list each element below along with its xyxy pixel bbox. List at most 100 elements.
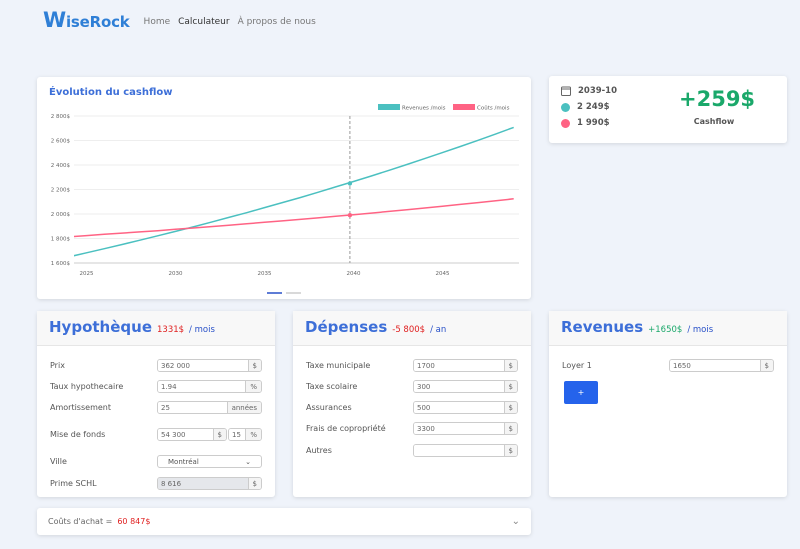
schl-suffix: $ <box>247 478 261 489</box>
mise-label: Mise de fonds <box>50 430 106 439</box>
chevron-down-icon[interactable]: ⌄ <box>511 516 520 527</box>
depenses-amount: -5 800$ <box>392 325 426 335</box>
revenues-panel: Revenues +1650$ / mois Loyer 1 1650 $ + <box>549 311 787 497</box>
depense-label: Autres <box>306 446 332 455</box>
ville-value: Montréal <box>168 457 199 466</box>
depense-row: Assurances 500 $ <box>306 401 518 414</box>
loyer-value[interactable]: 1650 <box>670 360 760 371</box>
x-tick-label: 2045 <box>435 271 449 277</box>
prix-value[interactable]: 362 000 <box>158 360 248 371</box>
loyer-input[interactable]: 1650 $ <box>669 359 774 372</box>
legend-label: Revenues /mois <box>402 106 446 112</box>
y-tick-label: 1 800$ <box>51 237 71 243</box>
logo[interactable]: WiseRock <box>43 8 130 32</box>
amort-suffix: années <box>226 402 261 413</box>
ville-select[interactable]: Montréal ⌄ <box>157 455 262 468</box>
y-tick-label: 2 400$ <box>51 163 71 169</box>
depense-suffix: $ <box>503 381 517 392</box>
hover-point <box>347 213 353 218</box>
couts-achat-accordion[interactable]: Coûts d'achat = 60 847$ ⌄ <box>37 508 531 535</box>
chart-card: Évolution du cashflow 1 600$ 1 800$ 2 000$… <box>37 77 531 299</box>
y-tick-label: 2 000$ <box>51 212 71 218</box>
prix-input[interactable]: 362 000 $ <box>157 359 262 372</box>
depense-input[interactable]: 500 $ <box>413 401 518 414</box>
depense-label: Taxe scolaire <box>306 382 358 391</box>
y-tick-label: 1 600$ <box>51 261 71 267</box>
schl-input: 8 616 $ <box>157 477 262 490</box>
revenue-dot-icon <box>561 102 570 112</box>
cashflow-date: 2039-10 <box>578 86 618 96</box>
schl-value: 8 616 <box>158 478 248 489</box>
depense-value[interactable] <box>414 445 504 456</box>
x-tick-label: 2035 <box>257 271 271 277</box>
depense-label: Frais de copropriété <box>306 424 386 433</box>
depense-row: Frais de copropriété 3300 $ <box>306 422 518 435</box>
add-loyer-button[interactable]: + <box>564 381 598 404</box>
legend-label: Coûts /mois <box>477 105 510 112</box>
revenues-amount: +1650$ <box>648 325 683 335</box>
prix-label: Prix <box>50 361 65 370</box>
x-tick-label: 2040 <box>346 271 360 277</box>
taux-value[interactable]: 1.94 <box>158 381 246 392</box>
depense-input[interactable]: $ <box>413 444 518 457</box>
y-tick-label: 2 600$ <box>51 139 71 145</box>
cost-dot-icon <box>561 118 570 128</box>
hypotheque-title: Hypothèque <box>49 318 152 336</box>
depense-row: Taxe scolaire 300 $ <box>306 380 518 393</box>
legend-swatch <box>378 104 400 110</box>
loyer-label: Loyer 1 <box>562 361 592 370</box>
schl-label: Prime SCHL <box>50 479 97 488</box>
loyer-suffix: $ <box>759 360 773 371</box>
nav-calculateur[interactable]: Calculateur <box>178 17 230 27</box>
mise-pct-input[interactable]: 15% <box>228 428 262 441</box>
mise-value[interactable]: 54 300 <box>158 429 213 440</box>
depenses-panel: Dépenses -5 800$ / an Taxe municipale 1700 $… <box>293 311 531 497</box>
depense-input[interactable]: 3300 $ <box>413 422 518 435</box>
depense-value[interactable]: 300 <box>414 381 504 392</box>
depense-label: Assurances <box>306 403 352 412</box>
cashflow-cost: 1 990$ <box>577 118 610 128</box>
top-nav: WiseRock Home Calculateur À propos de no… <box>43 8 316 32</box>
series-line-revenues <box>74 126 514 257</box>
cashflow-label: Cashflow <box>693 117 735 126</box>
cashflow-summary-card: 2039-10 2 249$ 1 990$ +259$ Cashflow <box>549 76 787 143</box>
prix-suffix: $ <box>247 360 261 371</box>
revenues-unit: / mois <box>687 325 714 335</box>
depense-suffix: $ <box>503 402 517 413</box>
mise-pct-value[interactable]: 15 <box>229 429 246 440</box>
mise-suffix: $ <box>212 429 226 440</box>
chevron-down-icon: ⌄ <box>245 457 251 466</box>
chart-title: Évolution du cashflow <box>49 87 173 98</box>
depense-value[interactable]: 500 <box>414 402 504 413</box>
mise-input[interactable]: 54 300 $ <box>157 428 227 441</box>
hover-point <box>347 181 353 186</box>
depense-suffix: $ <box>503 445 517 456</box>
y-tick-label: 2 800$ <box>51 114 71 120</box>
depense-suffix: $ <box>503 423 517 434</box>
hypotheque-panel: Hypothèque 1331$ / mois Prix 362 000 $ Taux … <box>37 311 275 497</box>
revenues-title: Revenues <box>561 318 644 336</box>
taux-suffix: % <box>245 381 261 392</box>
amort-value[interactable]: 25 <box>158 402 227 413</box>
hypotheque-unit: / mois <box>189 325 215 335</box>
x-tick-label: 2025 <box>79 271 93 277</box>
ville-label: Ville <box>50 457 67 466</box>
nav-home[interactable]: Home <box>143 17 171 27</box>
couts-label: Coûts d'achat = <box>48 517 113 526</box>
depense-suffix: $ <box>503 360 517 371</box>
y-tick-label: 2 200$ <box>51 188 71 194</box>
depense-value[interactable]: 3300 <box>414 423 504 434</box>
nav-a-propos[interactable]: À propos de nous <box>237 17 316 27</box>
brand-name[interactable]: WiseRock <box>43 8 130 32</box>
series-line-costs <box>74 198 514 238</box>
cashflow-chart[interactable]: 1 600$ 1 800$ 2 000$ 2 200$ 2 400$ 2 600$ 2 80… <box>37 77 531 299</box>
depense-input[interactable]: 1700 $ <box>413 359 518 372</box>
taux-input[interactable]: 1.94% <box>157 380 262 393</box>
depense-input[interactable]: 300 $ <box>413 380 518 393</box>
amort-input[interactable]: 25 années <box>157 401 262 414</box>
couts-value: 60 847$ <box>117 517 151 526</box>
depense-label: Taxe municipale <box>306 361 371 370</box>
depense-value[interactable]: 1700 <box>414 360 504 371</box>
mise-pct-suffix: % <box>245 429 261 440</box>
depenses-unit: / an <box>430 325 447 335</box>
